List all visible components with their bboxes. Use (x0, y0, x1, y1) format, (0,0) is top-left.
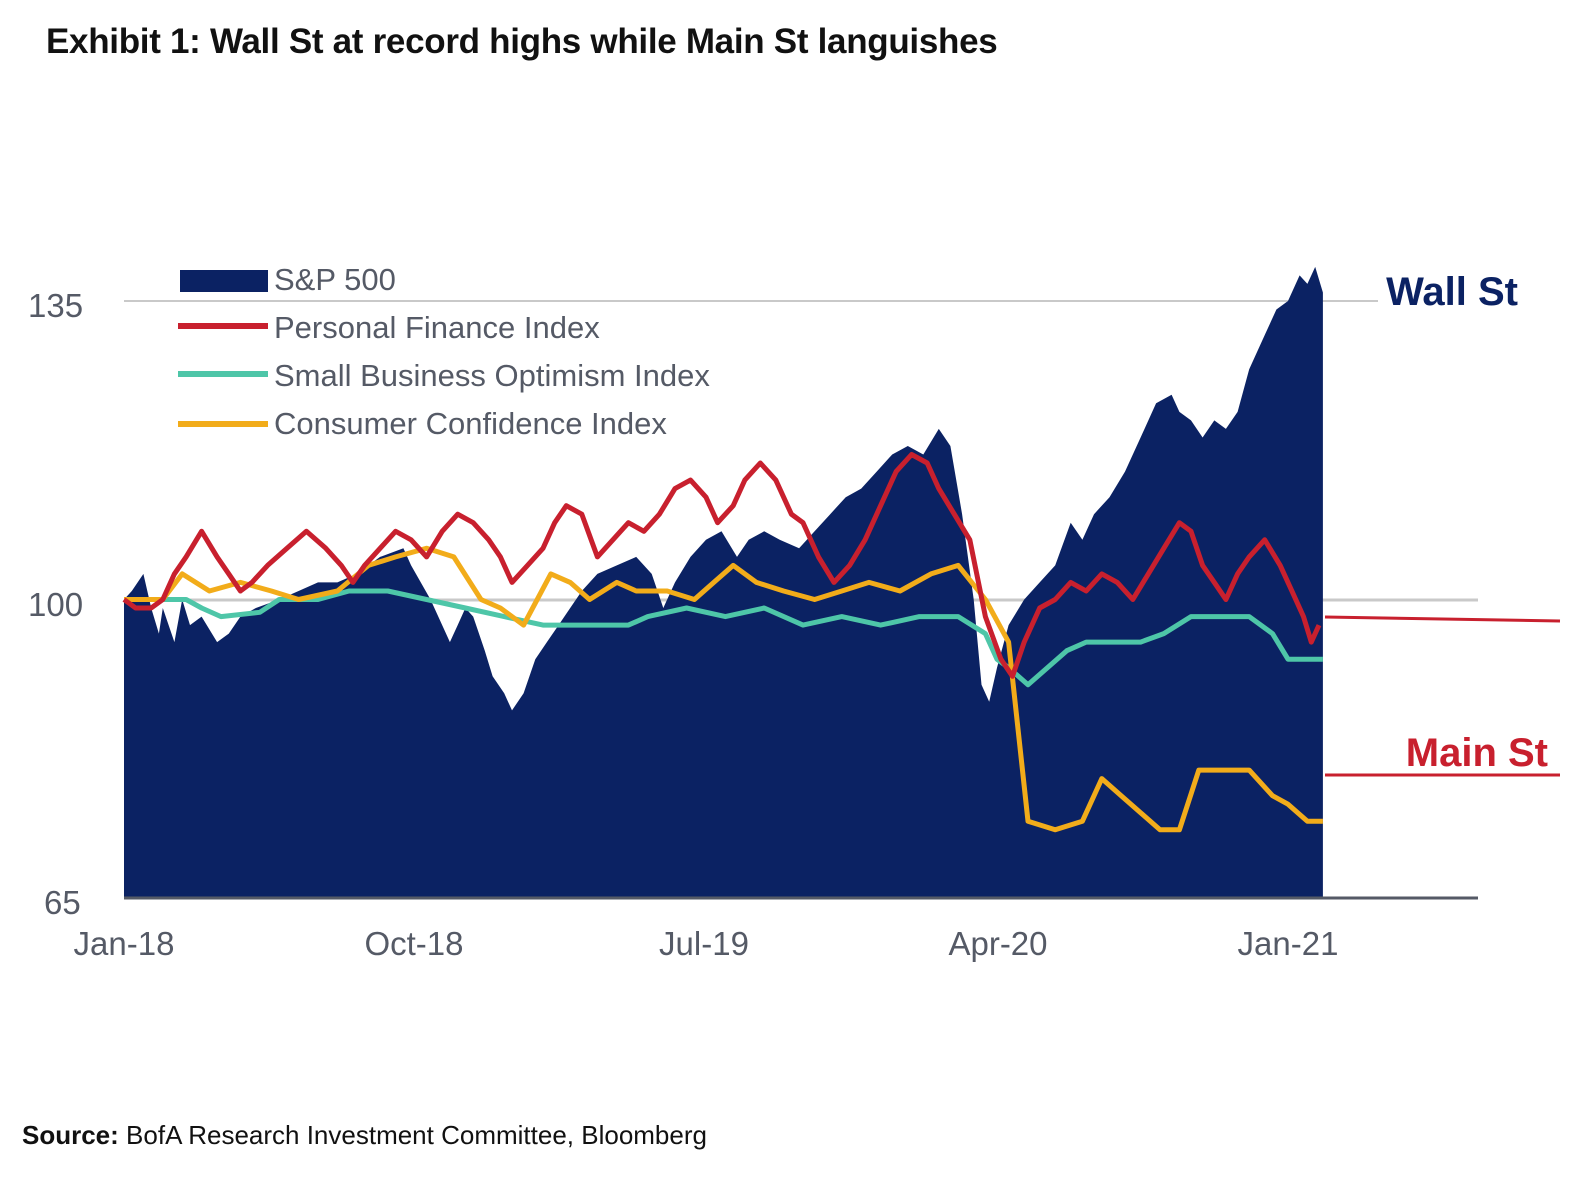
legend: S&P 500 Personal Finance Index Small Bus… (178, 262, 710, 441)
x-tick-label: Jan-21 (1238, 925, 1339, 962)
y-tick-label: 65 (44, 884, 81, 921)
source-label: Source: (22, 1120, 119, 1150)
legend-swatch-sp500 (180, 270, 268, 292)
x-tick-label: Oct-18 (364, 925, 463, 962)
legend-label-small-business: Small Business Optimism Index (274, 358, 710, 393)
sp500-area (124, 266, 1323, 898)
chart-area: 135 100 65 Jan-18 Oct-18 Jul-19 Apr-20 J… (28, 262, 1561, 962)
small-business-optimism-line (124, 588, 1323, 688)
y-tick-label: 135 (28, 287, 83, 324)
legend-label-consumer-confidence: Consumer Confidence Index (274, 406, 667, 441)
x-tick-label: Jul-19 (659, 925, 749, 962)
legend-label-personal-finance: Personal Finance Index (274, 310, 600, 345)
legend-label-sp500: S&P 500 (274, 262, 396, 297)
source-note: Source: BofA Research Investment Committ… (22, 1120, 707, 1151)
personal-finance-line (122, 452, 1322, 679)
source-text: BofA Research Investment Committee, Bloo… (126, 1120, 707, 1150)
wall-st-callout: Wall St (1386, 270, 1518, 314)
chart-title: Exhibit 1: Wall St at record highs while… (46, 22, 998, 61)
x-tick-label: Jan-18 (74, 925, 175, 962)
x-tick-label: Apr-20 (948, 925, 1047, 962)
consumer-confidence-line (124, 545, 1323, 833)
main-st-callout: Main St (1406, 731, 1548, 775)
y-tick-label: 100 (28, 586, 83, 623)
main-st-pointer-upper (1324, 615, 1561, 623)
